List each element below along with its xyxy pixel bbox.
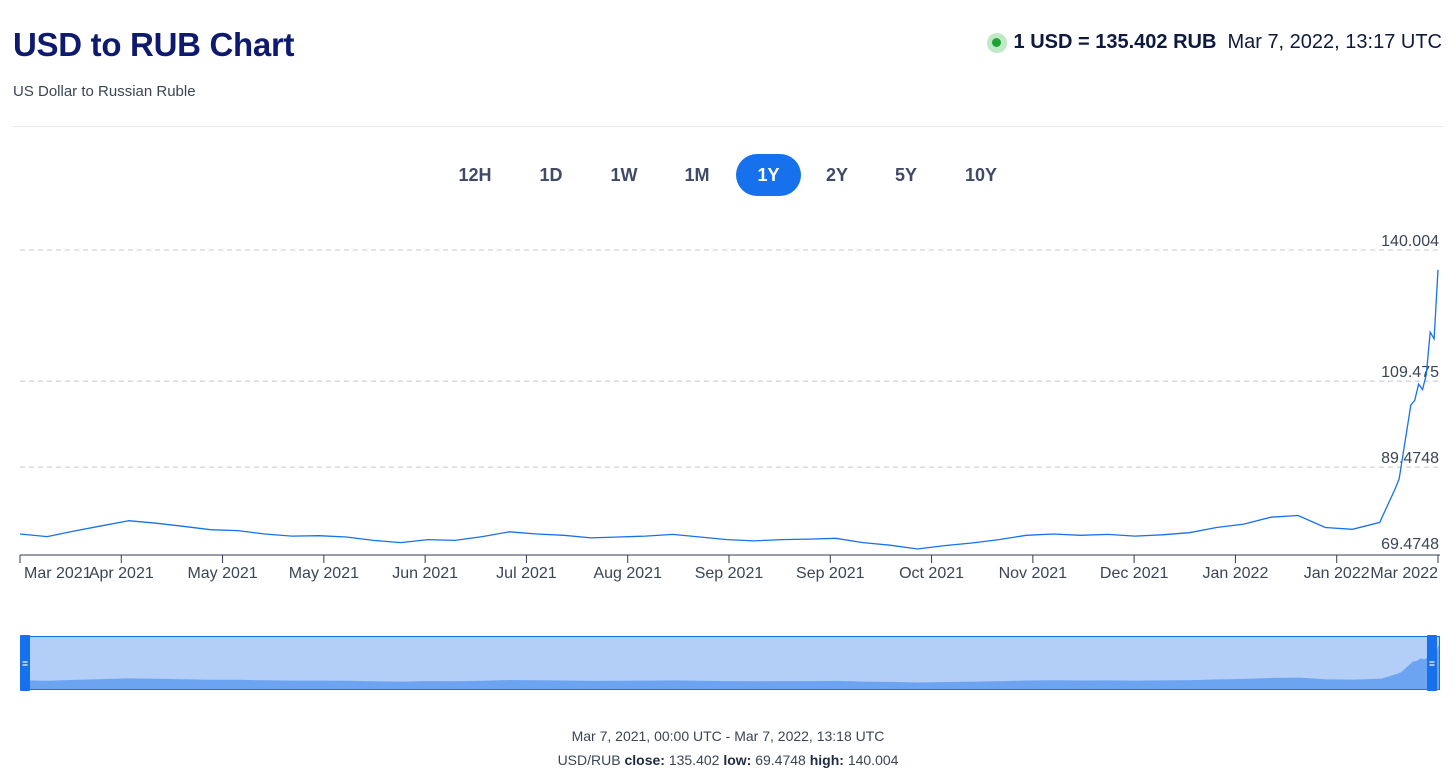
close-value: 135.402: [668, 752, 720, 768]
x-tick-label: Sep 2021: [796, 565, 865, 582]
x-tick-label: Dec 2021: [1100, 565, 1169, 582]
x-tick-label: Mar 2022: [1370, 565, 1438, 582]
range-tab-1m[interactable]: 1M: [684, 165, 710, 185]
low-value: 69.4748: [755, 752, 806, 768]
page-title: USD to RUB Chart: [13, 26, 295, 63]
close-label: close:: [624, 752, 665, 768]
navigator-handle-bar: [20, 635, 30, 691]
time-range-tabs: 12H 1D 1W 1M 1Y 2Y 5Y 10Y: [0, 154, 1456, 196]
live-dot: [992, 38, 1002, 47]
navigator-handle-left[interactable]: [20, 635, 30, 691]
x-tick-label: Apr 2021: [89, 565, 154, 582]
range-tab-5y[interactable]: 5Y: [894, 165, 918, 185]
pair-label: USD/RUB: [557, 752, 621, 768]
quote-timestamp: Mar 7, 2022, 13:17 UTC: [1227, 31, 1442, 53]
live-quote: 1 USD = 135.402 RUB Mar 7, 2022, 13:17 U…: [986, 31, 1442, 54]
range-tab-1d[interactable]: 1D: [539, 165, 563, 185]
series-line: [19, 269, 1439, 550]
navigator-handle-bar: [1427, 635, 1437, 691]
live-status-icon: [986, 32, 1007, 53]
navigator-handle-right[interactable]: [1427, 635, 1437, 691]
range-tab-1w[interactable]: 1W: [610, 165, 638, 185]
range-tab-2y[interactable]: 2Y: [825, 165, 849, 185]
x-tick-label: Oct 2021: [899, 565, 964, 582]
header-divider: [13, 126, 1443, 127]
grid-lines: [20, 249, 1440, 468]
exchange-rate: 1 USD = 135.402 RUB: [1013, 31, 1217, 53]
x-tick-label: May 2021: [187, 565, 257, 582]
navigator-background: [20, 636, 1440, 690]
x-tick-label: May 2021: [289, 565, 359, 582]
x-tick-label: Aug 2021: [593, 565, 662, 582]
navigator-area: [20, 641, 1440, 690]
range-tab-12h[interactable]: 12H: [458, 165, 492, 185]
x-tick-label: Nov 2021: [999, 565, 1068, 582]
range-tab-10y[interactable]: 10Y: [964, 165, 998, 185]
high-label: high:: [809, 752, 844, 768]
y-tick-label: 109.475: [1381, 364, 1439, 381]
y-tick-label: 140.004: [1381, 233, 1439, 250]
x-tick-label: Jul 2021: [496, 565, 557, 582]
y-tick-label: 89.4748: [1381, 450, 1439, 467]
y-tick-label: 69.4748: [1381, 536, 1439, 553]
x-tick-label: Jun 2021: [392, 565, 458, 582]
x-tick-label: Mar 2021: [24, 565, 92, 582]
range-summary: Mar 7, 2021, 00:00 UTC - Mar 7, 2022, 13…: [571, 728, 885, 744]
range-tab-1y[interactable]: 1Y: [736, 154, 801, 196]
low-label: low:: [723, 752, 752, 768]
ohlc-summary: USD/RUB close: 135.402 low: 69.4748 high…: [0, 752, 1456, 768]
navigator: [20, 635, 1440, 691]
x-tick-label: Jan 2022: [1203, 565, 1269, 582]
page-subtitle: US Dollar to Russian Ruble: [13, 83, 196, 100]
y-axis-ticks: 69.4748 89.4748 109.475 140.004: [1381, 233, 1439, 553]
x-tick-label: Jan 2022: [1304, 565, 1370, 582]
navigator-selection[interactable]: [20, 636, 1440, 690]
x-tick-label: Sep 2021: [695, 565, 764, 582]
high-value: 140.004: [847, 752, 899, 768]
